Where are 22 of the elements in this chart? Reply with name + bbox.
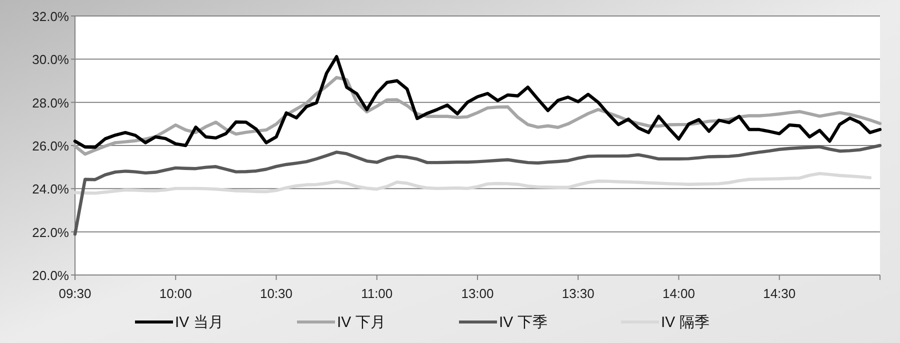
y-tick-label: 28.0% <box>32 95 70 110</box>
legend-label: IV 下季 <box>499 314 548 331</box>
line-series <box>73 144 882 236</box>
x-tick-label: 14:00 <box>662 286 696 301</box>
x-tick-label: 10:30 <box>260 286 293 301</box>
x-tick-label: 13:30 <box>562 286 594 301</box>
x-tick-label: 10:00 <box>159 286 192 301</box>
y-tick-label: 22.0% <box>32 224 70 240</box>
legend-label: IV 下月 <box>337 314 386 331</box>
x-tick-label: 13:00 <box>461 286 494 301</box>
y-tick-label: 30.0% <box>32 52 70 68</box>
legend-label: IV 当月 <box>175 314 224 331</box>
x-tick-label: 11:00 <box>361 286 393 301</box>
y-tick-label: 24.0% <box>32 182 70 197</box>
y-tick-label: 20.0% <box>32 268 70 283</box>
line-series <box>73 54 882 149</box>
legend-label: IV 隔季 <box>661 314 710 331</box>
x-tick-label: 14:30 <box>763 286 796 301</box>
x-tick-label: 09:30 <box>58 286 92 301</box>
y-tick-label: 26.0% <box>32 138 70 154</box>
y-tick-label: 32.0% <box>32 9 70 24</box>
line-series <box>73 172 872 195</box>
